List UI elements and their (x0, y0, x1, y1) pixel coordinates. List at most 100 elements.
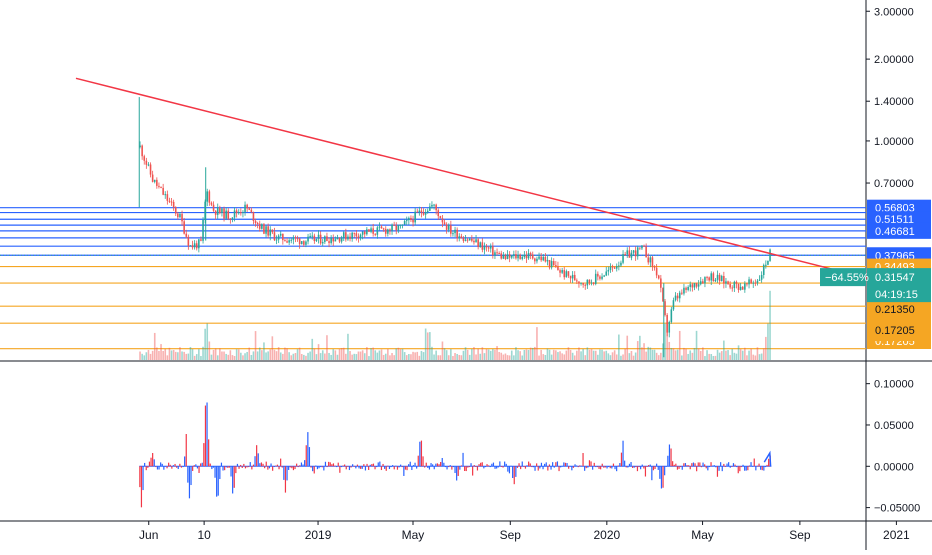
volume-bar (141, 353, 143, 360)
oscillator-bar (224, 466, 226, 471)
oscillator-bar (419, 441, 421, 467)
oscillator-bar (400, 464, 402, 467)
candle-body (221, 208, 223, 213)
volume-bar (607, 353, 610, 360)
volume-bar (250, 354, 253, 360)
trend-line[interactable] (75, 77, 873, 280)
volume-bar (496, 346, 498, 360)
oscillator-bar (476, 466, 479, 471)
oscillator-bar (324, 461, 327, 467)
candle-body (693, 282, 696, 288)
candle-body (307, 236, 309, 242)
oscillator-bar (275, 465, 277, 467)
oscillator-bar (745, 466, 747, 471)
oscillator-bar (432, 464, 434, 467)
candle-body (248, 208, 251, 210)
candle-body (687, 286, 689, 290)
candle-body (706, 277, 708, 279)
oscillator-bar (158, 466, 160, 470)
volume-bar (441, 341, 444, 360)
oscillator-bar (675, 463, 677, 467)
volume-bar (439, 355, 442, 360)
volume-bar (580, 351, 582, 360)
oscillator-bar (625, 466, 627, 468)
candle-body (733, 281, 736, 289)
volume-bar (426, 332, 429, 360)
candle-body (267, 226, 269, 236)
candle-body (676, 295, 679, 299)
volume-bar (687, 353, 689, 360)
oscillator-bar (302, 464, 304, 467)
volume-bar (397, 347, 400, 360)
oscillator-bar (499, 461, 501, 467)
oscillator-bar (380, 466, 383, 471)
candle-body (603, 275, 605, 277)
candle-body (317, 234, 320, 239)
candle-body (332, 238, 335, 242)
oscillator-bar (630, 462, 632, 467)
level-badge-label: 0.46681 (875, 226, 915, 238)
candle-body (576, 280, 578, 282)
candle-body (739, 286, 742, 290)
oscillator-bar (483, 466, 485, 469)
volume-bar (748, 350, 750, 360)
oscillator-bar (604, 466, 607, 468)
oscillator-bar (363, 464, 365, 467)
oscillator-bar (166, 466, 168, 469)
oscillator-bar (707, 466, 709, 471)
volume-bar (750, 348, 752, 360)
oscillator-bar (304, 460, 306, 467)
volume-bar (156, 347, 158, 360)
oscillator-bar (678, 466, 680, 469)
oscillator-bar (366, 463, 368, 467)
oscillator-bar (422, 456, 424, 467)
volume-bar (433, 354, 435, 360)
oscillator-bar (144, 462, 146, 467)
oscillator-bar (740, 466, 743, 468)
oscillator-bar (595, 466, 597, 468)
volume-bar (630, 351, 633, 360)
oscillator-bar (484, 466, 487, 468)
oscillator-bar (398, 466, 400, 468)
candle-body (193, 243, 196, 248)
oscillator-bar (340, 466, 343, 468)
volume-bar (311, 338, 314, 360)
oscillator-bar (528, 461, 530, 467)
oscillator-bar (425, 462, 427, 467)
oscillator-bar (756, 465, 759, 467)
volume-bar (212, 349, 215, 360)
volume-bar (508, 355, 511, 360)
volume-bar (263, 342, 265, 360)
level-badge (867, 222, 931, 239)
candle-body (615, 266, 618, 269)
volume-bar (374, 350, 377, 360)
oscillator-bar (657, 466, 659, 470)
volume-bar (546, 348, 549, 360)
volume-bar (376, 352, 379, 360)
candle-body (762, 265, 765, 275)
oscillator-bar (384, 466, 386, 469)
oscillator-bar (764, 466, 767, 468)
candle-body (447, 225, 450, 230)
volume-bar (342, 347, 345, 360)
oscillator-bar (180, 466, 183, 468)
volume-bar (454, 353, 456, 360)
volume-bar (521, 355, 524, 360)
volume-bar (265, 352, 267, 360)
candle-body (483, 246, 486, 250)
candle-body (376, 227, 379, 235)
oscillator-bar (473, 465, 475, 467)
candle-body (393, 224, 395, 226)
oscillator-bar (633, 466, 635, 468)
price-tick-label: 2.00000 (874, 54, 914, 66)
volume-bar (181, 351, 183, 360)
oscillator-bar (550, 466, 552, 470)
oscillator-bar (763, 466, 765, 471)
candle-body (540, 256, 542, 261)
volume-bar (611, 352, 614, 360)
volume-bar (626, 335, 629, 360)
volume-bar (447, 355, 450, 360)
volume-bar (229, 350, 232, 360)
